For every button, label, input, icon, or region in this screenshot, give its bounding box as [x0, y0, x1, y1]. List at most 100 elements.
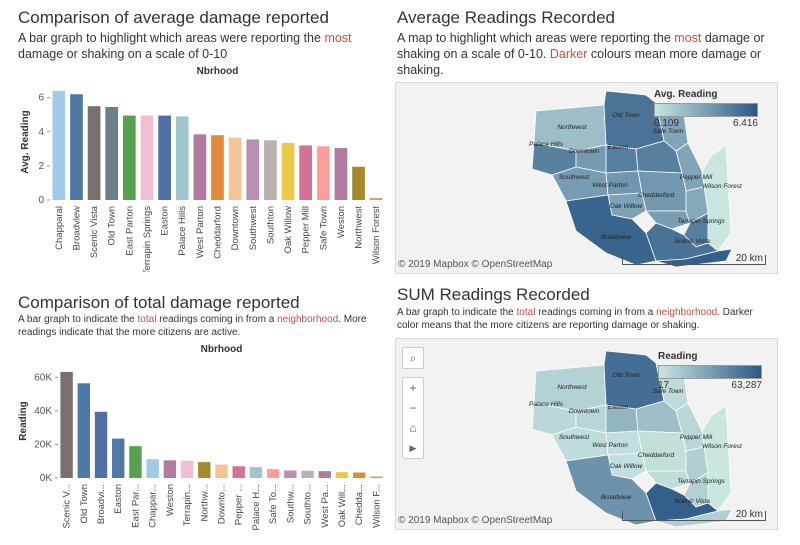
map-region-label: Easton [608, 144, 629, 151]
chart-header-title: Nbrhood [201, 344, 243, 355]
map-region-label: Downtown [569, 148, 600, 155]
bar [140, 115, 154, 200]
map-region-label: Broadview [601, 494, 633, 501]
map-region-label: Cheddarford [638, 192, 675, 199]
map-region-label: Scenic Vista [674, 498, 710, 505]
zoom-in-icon[interactable]: + [409, 381, 417, 395]
avg-readings-map[interactable]: Northwest Old Town Safe Town Palace Hills Do… [395, 82, 778, 274]
avg-map-legend: Avg. Reading 0.109 6.416 [654, 89, 758, 129]
map-region [655, 248, 733, 268]
x-tick-label: East Par... [130, 484, 141, 528]
y-axis-label: Reading [18, 401, 29, 440]
bar [334, 147, 348, 200]
x-tick-label: Safe Town [318, 206, 329, 250]
map-zoom-toolbar: + − ⌂ ▶ [402, 377, 424, 459]
sum-readings-map[interactable]: Northwest Old Town Safe Town Palace Hills Do… [395, 338, 778, 530]
bar [232, 466, 245, 478]
x-tick-label: Southw... [285, 484, 296, 523]
x-tick-label: Palace Hills [177, 206, 188, 256]
x-tick-label: Terrapin Springs [142, 206, 153, 272]
avg-map-svg[interactable]: Northwest Old Town Safe Town Palace Hills Do… [396, 83, 777, 273]
map-region-label: Easton [608, 404, 629, 411]
map-region [645, 482, 719, 522]
map-region-label: Northwest [557, 384, 587, 391]
sum-map-scale: 20 km [622, 510, 766, 521]
map-region-label: West Parton [592, 442, 628, 449]
bar [122, 115, 136, 200]
map-region [645, 210, 691, 230]
sum-map-title: SUM Readings Recorded [397, 285, 590, 304]
map-region-label: Old Town [612, 112, 640, 119]
map-regions: Northwest Old Town Safe Town Palace Hills Do… [529, 90, 743, 268]
map-region [655, 508, 733, 528]
map-region-label: West Parton [592, 182, 628, 189]
x-tick-label: Oak Willow [283, 206, 294, 254]
chart-header-title: Nbrhood [197, 66, 239, 77]
zoom-out-icon[interactable]: − [409, 401, 417, 415]
bar [352, 472, 366, 478]
x-tick-label: Chedda... [354, 484, 365, 525]
avg-damage-bar-chart[interactable]: Nbrhood Avg. Reading 0 2 4 6 Chapparal Broadvie… [0, 62, 395, 275]
bar [370, 476, 383, 478]
x-tick-label: Old Town [79, 484, 90, 523]
x-tick-label: Scenic V... [62, 484, 73, 529]
map-regions: Northwest Old Town Safe Town Palace Hills Do… [529, 350, 743, 528]
bar [198, 462, 211, 478]
map-region-label: Terrapin Springs [677, 218, 725, 225]
bar [301, 470, 314, 478]
search-icon[interactable]: ⌕ [409, 350, 417, 365]
map-region-label: Broadview [601, 234, 633, 241]
x-tick-label: Southwest [248, 206, 259, 251]
x-tick-label: Weston [165, 484, 176, 516]
bar [299, 145, 313, 200]
x-tick-label: Downto... [217, 484, 228, 524]
map-region-label: Safe Town [653, 128, 684, 135]
x-tick-label: Wilson Forest [371, 206, 382, 264]
map-region-label: Old Town [612, 372, 640, 379]
x-tick-label: Scenic Vista [89, 205, 100, 258]
bar [352, 166, 365, 200]
total-damage-bar-chart[interactable]: Nbrhood Reading 0K 20K 40K 60K Scenic V... Old … [0, 340, 395, 540]
bar [77, 383, 91, 478]
x-tick-label: Southto... [303, 484, 314, 525]
bar [94, 411, 108, 478]
avg-map-attribution[interactable]: © 2019 Mapbox © OpenStreetMap [398, 259, 553, 270]
map-region-label: Southwest [559, 434, 591, 441]
avg-map-scale: 20 km [622, 254, 766, 265]
y-tick-label: 6 [38, 93, 44, 104]
x-tick-label: Terrapin... [182, 484, 193, 526]
bar [215, 464, 228, 478]
home-icon[interactable]: ⌂ [409, 421, 417, 435]
bar [158, 115, 171, 200]
sum-bar-description: A bar graph to indicate the total readin… [18, 314, 367, 338]
sum-map-svg[interactable]: Northwest Old Town Safe Town Palace Hills Do… [396, 339, 777, 529]
sum-map-attribution[interactable]: © 2019 Mapbox © OpenStreetMap [398, 515, 553, 526]
x-tick-label: Palace H... [251, 484, 262, 530]
y-tick-label: 0K [40, 473, 53, 484]
bar [52, 90, 66, 200]
x-tick-label: Easton [160, 206, 171, 236]
x-tick-label: Northw... [199, 484, 210, 522]
bar [335, 472, 349, 478]
sum-map-description: A bar graph to indicate the total readin… [397, 307, 753, 331]
bar [249, 467, 263, 478]
y-tick-label: 0 [38, 195, 44, 206]
sum-legend-min: 17 [658, 380, 670, 391]
map-region-label: Oak Willow [610, 203, 644, 210]
map-region-label: Palace Hills [529, 141, 564, 148]
bar [318, 471, 331, 478]
bar [163, 460, 177, 478]
y-tick-label: 40K [34, 406, 52, 417]
sum-legend-gradient [658, 365, 762, 379]
map-region-label: Safe Town [653, 388, 684, 395]
sum-map-legend: Reading 17 63,287 [658, 351, 762, 391]
x-tick-label: West Parton [195, 206, 206, 258]
x-tick-label: Downtown [230, 206, 241, 250]
y-tick-label: 20K [34, 439, 52, 450]
bar [264, 140, 277, 200]
y-tick-label: 60K [34, 372, 52, 383]
bar [316, 146, 330, 200]
bar [112, 438, 125, 478]
play-icon[interactable]: ▶ [409, 442, 417, 453]
sum-legend-title: Reading [658, 351, 698, 362]
